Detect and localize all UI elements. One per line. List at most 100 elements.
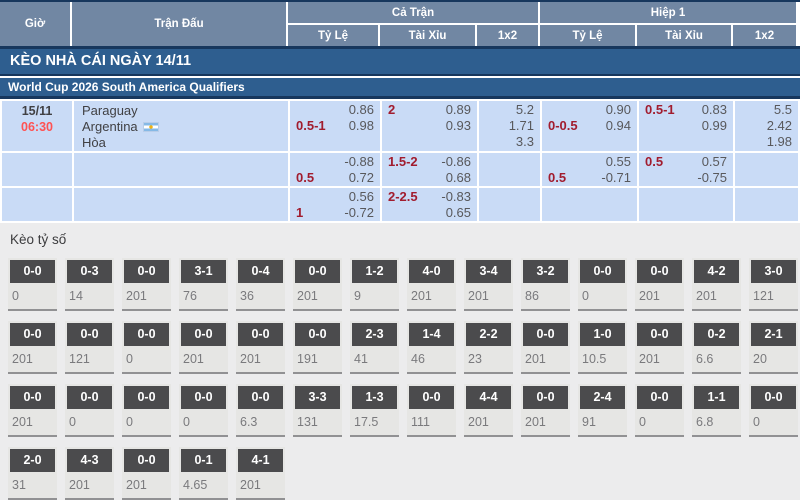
score-cell[interactable]: 0-0 201 — [236, 321, 285, 374]
score-label: 0-0 — [124, 449, 169, 472]
score-cell[interactable]: 0-0 0 — [635, 384, 684, 437]
score-cell[interactable]: 4-2 201 — [692, 258, 741, 311]
odds-value[interactable]: 0.98 — [348, 118, 374, 133]
score-cell[interactable]: 4-1 201 — [236, 447, 285, 500]
score-cell[interactable]: 0-1 4.65 — [179, 447, 228, 500]
team-home[interactable]: Paraguay — [82, 103, 138, 118]
odds-value[interactable]: 0.57 — [701, 154, 727, 169]
odds-value[interactable]: -0.86 — [441, 154, 471, 169]
score-cell[interactable]: 2-4 91 — [578, 384, 627, 437]
odds-full-handicap-cell: 0.56 1 -0.72 — [290, 188, 380, 221]
odds-value[interactable]: 0.89 — [445, 102, 471, 117]
score-cell[interactable]: 0-0 0 — [122, 384, 171, 437]
score-cell[interactable]: 0-3 14 — [65, 258, 114, 311]
score-cell[interactable]: 0-0 201 — [521, 384, 570, 437]
odds-value[interactable]: 2.42 — [766, 118, 792, 133]
odds-value[interactable]: -0.75 — [697, 170, 727, 185]
score-odds: 6.3 — [240, 415, 258, 429]
score-cell[interactable]: 0-0 201 — [521, 321, 570, 374]
score-cell[interactable]: 0-0 121 — [65, 321, 114, 374]
handicap-value[interactable]: 1 — [296, 205, 304, 220]
odds-value[interactable]: 0.65 — [445, 205, 471, 220]
header-sub-half-overunder: Tài Xỉu — [637, 25, 731, 46]
score-cell[interactable]: 2-0 31 — [8, 447, 57, 500]
score-cell[interactable]: 0-0 191 — [293, 321, 342, 374]
score-cell[interactable]: 0-0 201 — [122, 447, 171, 500]
score-cell[interactable]: 0-0 0 — [8, 258, 57, 311]
handicap-value[interactable]: 2 — [388, 102, 396, 117]
odds-value[interactable]: 0.99 — [701, 118, 727, 133]
odds-value[interactable]: 5.2 — [515, 102, 534, 117]
score-cell[interactable]: 3-1 76 — [179, 258, 228, 311]
score-cell[interactable]: 0-0 0 — [578, 258, 627, 311]
score-cell[interactable]: 0-2 6.6 — [692, 321, 741, 374]
score-cell[interactable]: 0-0 0 — [749, 384, 798, 437]
odds-value[interactable]: -0.71 — [601, 170, 631, 185]
handicap-value[interactable]: 0.5-1 — [645, 102, 675, 117]
score-label: 3-0 — [751, 260, 796, 283]
handicap-value[interactable]: 0.5-1 — [296, 118, 326, 133]
odds-value[interactable]: 0.56 — [348, 189, 374, 204]
handicap-value[interactable]: 2-2.5 — [388, 189, 418, 204]
score-cell[interactable]: 4-0 201 — [407, 258, 456, 311]
score-cell[interactable]: 0-0 201 — [635, 321, 684, 374]
odds-value[interactable]: 0.68 — [445, 170, 471, 185]
odds-value[interactable]: 0.90 — [605, 102, 631, 117]
score-cell[interactable]: 3-2 86 — [521, 258, 570, 311]
score-cell[interactable]: 2-1 20 — [749, 321, 798, 374]
odds-half-handicap-cell: 0.90 0-0.5 0.94 — [542, 101, 637, 151]
odds-value[interactable]: 1.71 — [508, 118, 534, 133]
handicap-value[interactable]: 1.5-2 — [388, 154, 418, 169]
score-cell[interactable]: 4-3 201 — [65, 447, 114, 500]
score-cell[interactable]: 0-0 201 — [179, 321, 228, 374]
score-cell[interactable]: 0-0 201 — [293, 258, 342, 311]
handicap-value[interactable]: 0.5 — [296, 170, 315, 185]
score-label: 2-4 — [580, 386, 625, 409]
odds-value[interactable]: 0.72 — [348, 170, 374, 185]
odds-value[interactable]: 0.83 — [701, 102, 727, 117]
score-odds: 201 — [126, 478, 147, 492]
score-cell[interactable]: 0-0 0 — [65, 384, 114, 437]
score-cell[interactable]: 0-0 0 — [122, 321, 171, 374]
score-odds: 41 — [354, 352, 368, 366]
score-cell[interactable]: 1-3 17.5 — [350, 384, 399, 437]
score-cell[interactable]: 4-4 201 — [464, 384, 513, 437]
odds-value[interactable]: -0.88 — [344, 154, 374, 169]
score-cell[interactable]: 3-3 131 — [293, 384, 342, 437]
score-cell[interactable]: 0-0 111 — [407, 384, 456, 437]
team-away[interactable]: Argentina — [82, 119, 280, 135]
score-cell[interactable]: 2-3 41 — [350, 321, 399, 374]
score-cell[interactable]: 1-4 46 — [407, 321, 456, 374]
score-label: 4-3 — [67, 449, 112, 472]
handicap-value[interactable]: 0.5 — [548, 170, 567, 185]
score-cell[interactable]: 3-0 121 — [749, 258, 798, 311]
score-cell[interactable]: 3-4 201 — [464, 258, 513, 311]
odds-value[interactable]: 0.94 — [605, 118, 631, 133]
score-cell[interactable]: 0-4 36 — [236, 258, 285, 311]
score-cell[interactable]: 0-0 6.3 — [236, 384, 285, 437]
score-cell[interactable]: 1-2 9 — [350, 258, 399, 311]
odds-value[interactable]: -0.72 — [344, 205, 374, 220]
score-label: 0-3 — [67, 260, 112, 283]
odds-value[interactable]: 0.93 — [445, 118, 471, 133]
handicap-value[interactable]: 0-0.5 — [548, 118, 578, 133]
score-cell[interactable]: 2-2 23 — [464, 321, 513, 374]
odds-value[interactable]: 0.55 — [605, 154, 631, 169]
odds-value[interactable]: -0.83 — [441, 189, 471, 204]
odds-value[interactable]: 1.98 — [766, 134, 792, 149]
odds-half-handicap-cell — [542, 188, 637, 221]
score-cell[interactable]: 1-0 10.5 — [578, 321, 627, 374]
score-cell[interactable]: 0-0 201 — [635, 258, 684, 311]
handicap-value[interactable]: 0.5 — [645, 154, 664, 169]
score-cell[interactable]: 0-0 201 — [8, 384, 57, 437]
odds-value[interactable]: 5.5 — [773, 102, 792, 117]
score-cell[interactable]: 0-0 201 — [8, 321, 57, 374]
score-cell[interactable]: 0-0 0 — [179, 384, 228, 437]
score-cell[interactable]: 1-1 6.8 — [692, 384, 741, 437]
odds-value[interactable]: 3.3 — [515, 134, 534, 149]
score-label: 2-0 — [10, 449, 55, 472]
odds-value[interactable]: 0.86 — [348, 102, 374, 117]
header-col-time: Giờ — [0, 2, 70, 46]
score-cell[interactable]: 0-0 201 — [122, 258, 171, 311]
draw-label[interactable]: Hòa — [82, 135, 106, 150]
